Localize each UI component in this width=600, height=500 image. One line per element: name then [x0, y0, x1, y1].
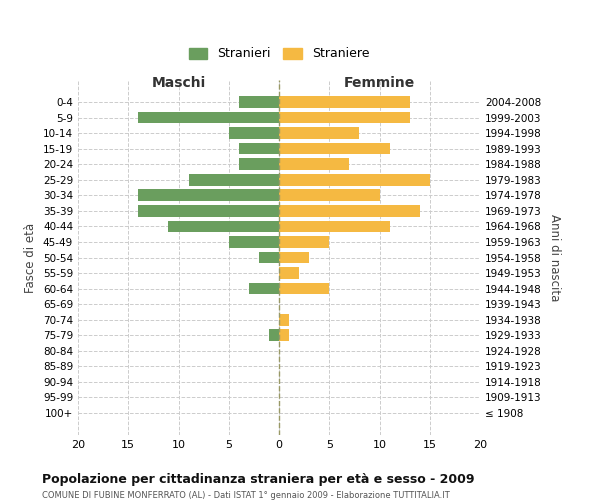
Bar — [279, 314, 289, 326]
Bar — [138, 112, 279, 124]
Bar — [279, 158, 349, 170]
Bar — [279, 267, 299, 279]
Bar — [239, 158, 279, 170]
Bar — [249, 283, 279, 294]
Bar — [169, 220, 279, 232]
Bar — [269, 330, 279, 341]
Bar — [138, 190, 279, 201]
Y-axis label: Anni di nascita: Anni di nascita — [548, 214, 561, 301]
Legend: Stranieri, Straniere: Stranieri, Straniere — [185, 44, 373, 64]
Text: Popolazione per cittadinanza straniera per età e sesso - 2009: Popolazione per cittadinanza straniera p… — [42, 472, 475, 486]
Bar — [279, 96, 410, 108]
Bar — [279, 127, 359, 139]
Bar — [279, 143, 389, 154]
Bar — [259, 252, 279, 264]
Bar — [229, 127, 279, 139]
Bar — [188, 174, 279, 186]
Text: Femmine: Femmine — [344, 76, 415, 90]
Bar — [239, 143, 279, 154]
Bar — [229, 236, 279, 248]
Text: COMUNE DI FUBINE MONFERRATO (AL) - Dati ISTAT 1° gennaio 2009 - Elaborazione TUT: COMUNE DI FUBINE MONFERRATO (AL) - Dati … — [42, 491, 450, 500]
Y-axis label: Fasce di età: Fasce di età — [25, 222, 37, 292]
Bar — [279, 112, 410, 124]
Bar — [279, 220, 389, 232]
Bar — [279, 252, 309, 264]
Bar — [279, 236, 329, 248]
Bar — [279, 283, 329, 294]
Text: Maschi: Maschi — [151, 76, 206, 90]
Bar — [279, 205, 420, 216]
Bar — [279, 190, 380, 201]
Bar — [239, 96, 279, 108]
Bar — [279, 174, 430, 186]
Bar — [138, 205, 279, 216]
Bar — [279, 330, 289, 341]
